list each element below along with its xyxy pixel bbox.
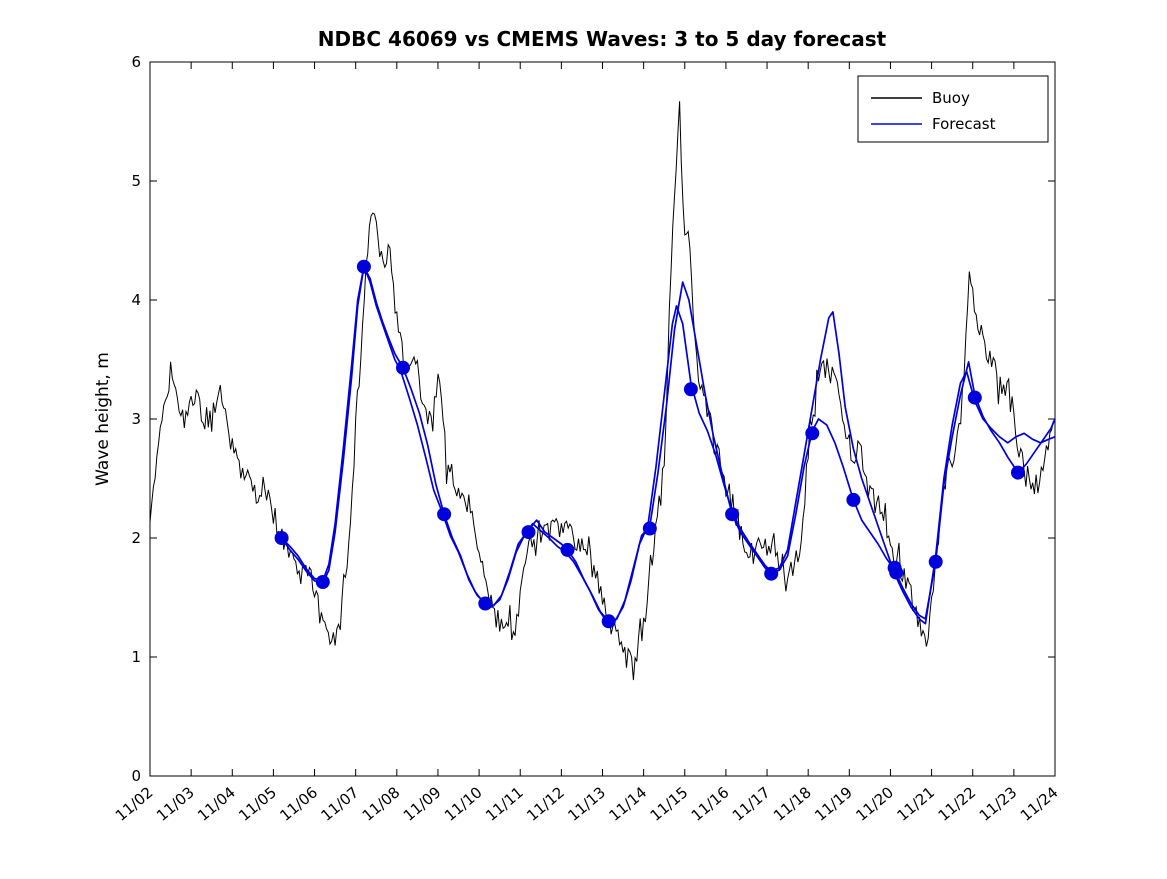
- forecast-marker: [889, 565, 904, 580]
- forecast-marker: [478, 596, 493, 611]
- y-tick-label: 6: [131, 53, 141, 71]
- x-tick-label: 11/15: [647, 783, 692, 825]
- buoy-series-line: [149, 101, 1055, 681]
- y-tick-label: 3: [131, 410, 141, 428]
- x-tick-label: 11/18: [770, 783, 815, 825]
- x-tick-label: 11/12: [523, 783, 568, 825]
- forecast-marker: [315, 575, 330, 589]
- x-tick-label: 11/10: [441, 783, 486, 825]
- x-tick-label: 11/17: [729, 783, 774, 825]
- legend-label-forecast: Forecast: [932, 115, 996, 133]
- y-tick-label: 0: [131, 767, 141, 785]
- y-tick-label: 1: [131, 648, 141, 666]
- forecast-marker: [928, 554, 943, 569]
- x-tick-label: 11/19: [811, 783, 856, 825]
- forecast-marker: [560, 542, 575, 557]
- x-tick-label: 11/09: [400, 783, 445, 825]
- forecast-series-line-1: [280, 265, 1056, 623]
- chart-title: NDBC 46069 vs CMEMS Waves: 3 to 5 day fo…: [318, 27, 887, 51]
- legend: Buoy Forecast: [857, 75, 1049, 143]
- forecast-marker: [601, 614, 616, 629]
- forecast-marker: [846, 492, 861, 507]
- forecast-marker: [805, 426, 820, 441]
- forecast-marker: [967, 390, 982, 405]
- forecast-marker: [725, 507, 740, 522]
- forecast-marker: [521, 525, 536, 540]
- forecast-marker: [683, 382, 698, 397]
- y-tick-label: 5: [131, 172, 141, 190]
- x-tick-label: 11/16: [688, 783, 733, 825]
- legend-box: [857, 75, 1049, 143]
- forecast-marker: [642, 521, 657, 536]
- x-tick-label: 11/13: [564, 783, 609, 825]
- x-tick-label: 11/03: [153, 783, 198, 825]
- series-layer: [149, 101, 1056, 681]
- x-tick-label: 11/04: [194, 783, 239, 825]
- forecast-marker: [274, 531, 289, 545]
- axes-box: [149, 61, 1056, 777]
- x-tick-label: 11/14: [606, 783, 651, 825]
- forecast-marker: [396, 360, 410, 375]
- x-tick-label: 11/05: [235, 783, 280, 825]
- x-tick-label: 11/06: [276, 783, 321, 825]
- x-tick-label: 11/08: [359, 783, 404, 825]
- x-tick-label: 11/21: [893, 783, 938, 825]
- y-tick-label: 2: [131, 529, 141, 547]
- y-tick-label: 4: [131, 291, 141, 309]
- x-tick-label: 11/20: [852, 783, 897, 825]
- forecast-marker: [1011, 465, 1025, 480]
- x-tick-label: 11/24: [1017, 783, 1062, 825]
- forecast-marker: [437, 507, 452, 522]
- x-tick-label: 11/23: [976, 783, 1021, 825]
- forecast-marker: [356, 259, 371, 274]
- x-tick-label: 11/07: [318, 783, 363, 825]
- legend-label-buoy: Buoy: [932, 89, 970, 107]
- axes-layer: 012345611/0211/0311/0411/0511/0611/0711/…: [112, 53, 1062, 825]
- forecast-marker: [764, 566, 779, 581]
- y-axis-label: Wave height, m: [93, 352, 113, 486]
- x-tick-label: 11/02: [112, 783, 157, 825]
- x-tick-label: 11/22: [935, 783, 980, 825]
- x-tick-label: 11/11: [482, 783, 527, 825]
